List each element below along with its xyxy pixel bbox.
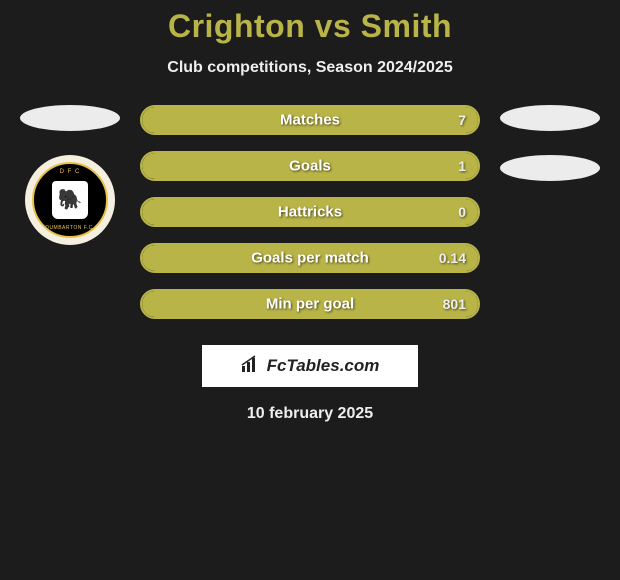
stat-row-matches: Matches 7 (140, 105, 480, 135)
stat-row-goals: Goals 1 (140, 151, 480, 181)
stat-bars: Matches 7 Goals 1 Hattricks 0 Goals per … (140, 105, 480, 319)
stat-label: Goals (289, 158, 331, 175)
stat-value: 801 (443, 296, 466, 312)
stat-value: 0 (458, 204, 466, 220)
left-player-column: D F C 🐘 DUMBARTON F.C. (12, 105, 128, 245)
comparison-area: D F C 🐘 DUMBARTON F.C. Matches 7 Goals 1… (0, 105, 620, 423)
right-player-column (492, 105, 608, 181)
fctables-logo: FcTables.com (202, 345, 418, 387)
date-line: 10 february 2025 (0, 405, 620, 423)
stat-row-goals-per-match: Goals per match 0.14 (140, 243, 480, 273)
logo-chart-icon (241, 355, 263, 378)
stat-value: 0.14 (439, 250, 466, 266)
player-photo-placeholder-right (500, 105, 600, 131)
badge-bottom-text: DUMBARTON F.C. (45, 225, 94, 231)
subtitle: Club competitions, Season 2024/2025 (0, 59, 620, 77)
page-title: Crighton vs Smith (0, 0, 620, 45)
elephant-icon: 🐘 (58, 190, 83, 210)
stat-row-min-per-goal: Min per goal 801 (140, 289, 480, 319)
logo-text: FcTables.com (267, 356, 380, 376)
stat-label: Goals per match (251, 250, 369, 267)
club-badge-left: D F C 🐘 DUMBARTON F.C. (25, 155, 115, 245)
badge-top-text: D F C (60, 169, 81, 175)
club-badge-placeholder-right (500, 155, 600, 181)
stat-value: 1 (458, 158, 466, 174)
player-photo-placeholder-left (20, 105, 120, 131)
stat-value: 7 (458, 112, 466, 128)
stat-label: Min per goal (266, 296, 354, 313)
club-badge-inner: D F C 🐘 DUMBARTON F.C. (32, 162, 108, 238)
stat-row-hattricks: Hattricks 0 (140, 197, 480, 227)
stat-label: Matches (280, 112, 340, 129)
badge-shield: 🐘 (52, 181, 88, 219)
stat-label: Hattricks (278, 204, 342, 221)
